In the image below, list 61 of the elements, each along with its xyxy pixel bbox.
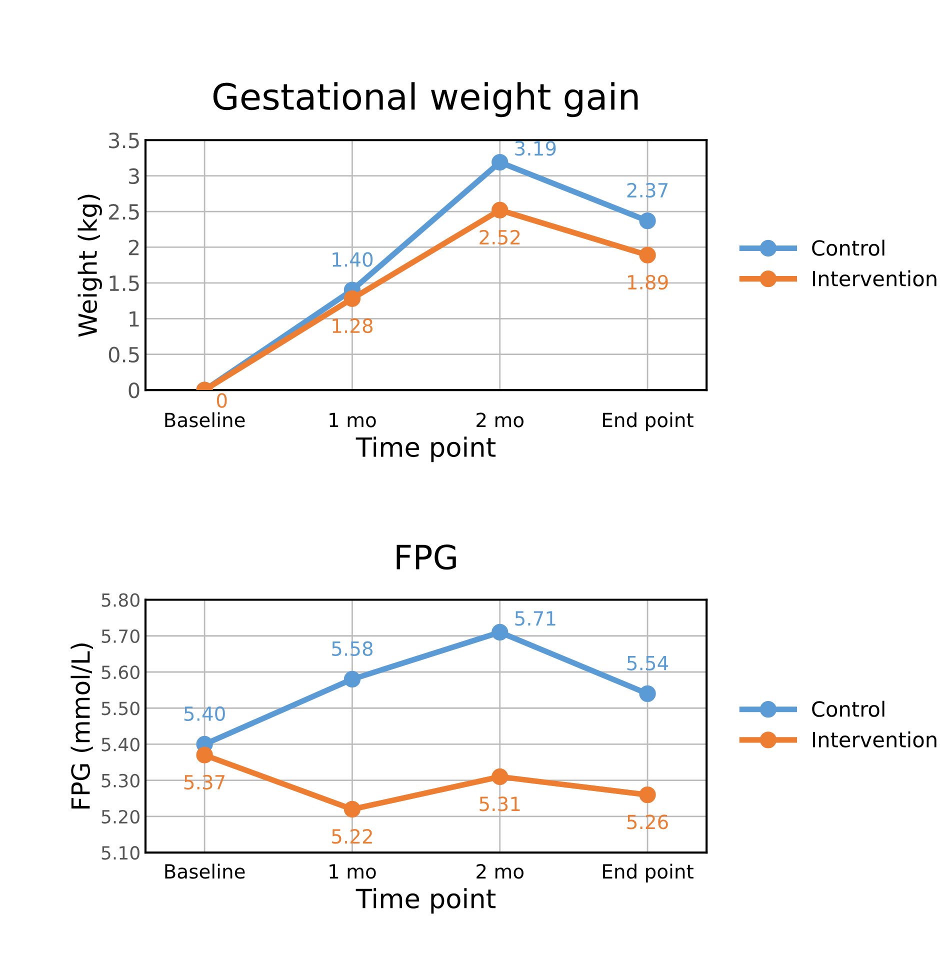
x-axis-title: Time point [356,436,496,462]
y-tick-label: 5.70 [102,629,140,643]
data-label: 5.31 [480,796,520,812]
point [639,685,656,702]
data-label: 5.26 [627,814,668,830]
x-tick-label: End point [603,864,694,883]
point [639,786,656,804]
y-tick-label: 3.5 [109,132,139,148]
point [492,154,508,171]
x-tick-label: Baseline [165,864,245,879]
x-tick-label: 2 mo [476,412,524,428]
point [639,246,656,264]
y-tick-label: 5.40 [102,738,140,752]
data-label: 5.37 [184,774,225,790]
data-label: 5.71 [515,611,556,626]
legend-label: Intervention [812,731,936,748]
x-tick-label: 2 mo [476,864,524,879]
data-label: 5.54 [627,656,668,670]
y-tick-label: 2 [128,240,139,256]
x-axis-title: Time point [356,888,496,914]
y-axis-title: FPG (mmol/L) [70,644,93,809]
data-label: 2.37 [627,182,668,198]
y-axis-title: Weight (kg) [78,194,102,337]
y-tick-label: 5.80 [102,593,140,607]
data-label: 1.40 [332,252,373,267]
y-tick-label: 3 [128,168,139,184]
point [492,202,508,218]
x-tick-label: 1 mo [330,412,376,428]
x-tick-label: 1 mo [330,864,376,879]
y-tick-label: 5.50 [102,702,140,716]
y-tick-label: 0.5 [108,346,139,363]
point [492,624,508,641]
point [344,670,361,688]
data-label: 1.89 [628,274,668,290]
y-tick-label: 5.30 [102,774,140,788]
chart-title: FPG [396,544,456,570]
point [196,746,213,764]
data-label: 1.28 [332,318,373,334]
y-tick-label: 5.10 [102,846,140,860]
point [492,768,508,786]
point [344,800,361,818]
x-tick-label: End point [603,412,694,432]
legend-label: Control [812,240,884,256]
y-tick-label: 5.60 [102,665,140,680]
x-tick-label: Baseline [165,412,245,428]
point [344,290,361,307]
y-tick-label: 1.5 [110,276,139,292]
data-label: 3.19 [515,141,556,156]
data-label: 5.58 [332,641,373,656]
y-tick-label: 1 [130,311,139,327]
point [639,212,656,230]
data-label: 5.40 [184,706,225,722]
data-label: 0 [216,393,227,408]
data-label: 2.52 [480,230,520,245]
chart-title: Gestational weight gain [213,82,638,118]
y-tick-label: 2.5 [109,204,139,220]
legend-label: Intervention [812,270,936,286]
y-tick-label: 5.20 [102,810,140,824]
legend-label: Control [812,700,884,717]
data-label: 5.22 [332,829,372,844]
y-tick-label: 0 [128,382,140,398]
